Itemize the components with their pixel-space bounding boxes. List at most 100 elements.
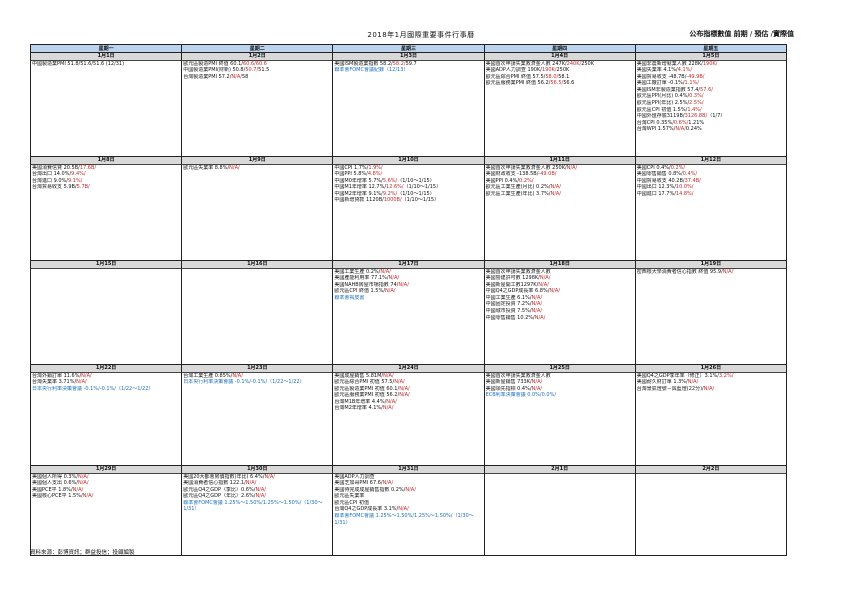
event-prior-value: N/A/ xyxy=(77,473,89,480)
event-line: 中國Q4之GDP成長率 6.8%/N/A/ xyxy=(485,288,634,295)
event-text: 中國M2年增率 9.1%/ xyxy=(334,190,383,197)
event-line: 歐元區服務業PMI 終值 56.2/56.5/56.6 xyxy=(485,80,634,87)
event-prior-value: N/A/ xyxy=(382,480,394,487)
event-prior-value: 0.4%/ xyxy=(682,171,698,178)
event-prior-value: 10.0%/ xyxy=(675,184,694,191)
day-box: 1月19日 密西根大學消費者信心指數 終值 95.9/N/A/ xyxy=(636,261,786,364)
event-line: 中國PPI 5.8%/4.8%/ xyxy=(334,171,483,178)
event-text: 美國Q4之GDP季年率（修正）3.1%/ xyxy=(636,372,719,379)
event-text: 歐元區綜合PMI 終值 57.5/ xyxy=(485,73,546,80)
event-prior-value: N/A/ xyxy=(384,288,396,295)
event-line: 歐元區工業生產(月比) 0.2%/N/A/ xyxy=(485,184,634,191)
day-date-label: 1月5日 xyxy=(636,53,786,61)
event-prior-value: N/A/ xyxy=(722,268,734,275)
event-prior-value: 1.1%/ xyxy=(684,80,699,87)
event-prior-value: 1000B/ xyxy=(383,197,402,204)
event-text: 台灣出口 14.0%/ xyxy=(32,171,72,178)
event-line: 美國消費信貸 20.5B/17.6B/ xyxy=(32,165,181,172)
event-line: 聯準會FOMC會議紀錄（12/13） xyxy=(334,67,483,74)
event-prior-value: 3.2%/ xyxy=(719,372,734,379)
event-text: 美國成屋銷售 5.81M/ xyxy=(334,372,384,379)
day-cell: 1月8日 美國消費信貸 20.5B/17.6B/台灣出口 14.0%/9.4%/台… xyxy=(29,156,183,261)
event-line: 美國首次申請失業救濟金人數 250K/N/A/ xyxy=(485,164,634,172)
event-line: 美國ISM製造業指數 58.2/58.2/59.7 xyxy=(334,61,483,68)
day-box: 1月11日 美國首次申請失業救濟金人數 250K/N/A/美國財政收支 -138.… xyxy=(485,157,635,260)
legend-prev: 前期 xyxy=(733,30,748,38)
event-line: 美國ISM非製造業指數 57.4/57.6/ xyxy=(636,87,785,94)
day-date-label: 1月1日 xyxy=(31,53,181,61)
event-text: 中國固定投資 7.2%/ xyxy=(485,301,532,308)
value-legend: 公布指標數值 前期 / 預估 /實際值 xyxy=(689,29,794,39)
event-text: 美國首次申請失業救濟金人數 xyxy=(485,372,551,379)
day-cell: 1月11日 美國首次申請失業救濟金人數 250K/N/A/美國財政收支 -138.… xyxy=(483,156,636,261)
event-text: 250K xyxy=(556,67,570,74)
event-text: 中國零售銷售 10.2%/ xyxy=(485,314,535,321)
event-line: 台灣Q4之GDP成長率 3.1%/N/A/ xyxy=(334,506,483,513)
event-text: 美國首次申請失業救濟金人數 247K/ xyxy=(485,60,567,67)
event-text: 美國首次申請失業救濟金人數 250K/ xyxy=(485,164,567,171)
event-prior-value: 240K/ xyxy=(566,60,582,67)
event-text: 中國城市投資 7.5%/ xyxy=(485,308,532,315)
day-cell: 1月3日 美國ISM製造業指數 58.2/58.2/59.7 聯準會FOMC會議紀錄… xyxy=(332,52,485,157)
event-line: 台灣M2年增率 4.1%/N/A/ xyxy=(334,405,483,412)
day-date-label: 1月9日 xyxy=(182,157,332,165)
event-prior-value: N/A/ xyxy=(245,480,257,487)
event-text: 中國出口 12.3%/ xyxy=(636,184,676,191)
event-text: 58.1 xyxy=(558,73,570,80)
event-line: 歐元區製造業PMI 初值 60.1/N/A/ xyxy=(334,385,483,393)
day-box: 1月2日 歐元區製造PMI 終值 60.1/60.6/60.6 中國製造業PMI(財… xyxy=(182,53,332,156)
event-prior-value: N/A/ xyxy=(388,275,400,282)
day-cell: 2月2日 xyxy=(634,465,788,556)
event-line: 中國出口 12.3%/10.0%/ xyxy=(636,184,785,191)
day-box: 1月5日 美國非農新增就業人數 228K/190K/美國失業率 4.1%/4.1%… xyxy=(636,53,786,156)
event-line: 中國CPI 1.7%/1.9%/ xyxy=(334,164,483,172)
day-date-label: 1月23日 xyxy=(182,365,332,373)
event-prior-value: N/A/ xyxy=(77,480,89,487)
event-text: 1.21% xyxy=(688,119,705,126)
day-cell: 1月16日 xyxy=(181,260,334,365)
event-line: 美國耐久財訂單 1.3%/N/A/ xyxy=(636,379,785,386)
event-text: 歐元區Q4之GDP（季比）0.6%/ xyxy=(183,486,256,493)
day-date-label: 1月16日 xyxy=(182,261,332,269)
day-date-label: 1月12日 xyxy=(636,157,786,165)
day-date-label: 1月17日 xyxy=(333,261,484,269)
event-text: 台灣CPI 0.35%/ xyxy=(636,119,674,126)
event-prior-value: N/A/ xyxy=(399,385,410,392)
event-text: 台灣失業率 3.71%/ xyxy=(32,379,77,386)
event-text: 歐元區服務業PMI 終值 56.2/ xyxy=(485,80,551,87)
event-line: 歐元區失業率 8.8%/N/A/ xyxy=(183,165,332,172)
event-prior-value: 56.5/ xyxy=(550,80,564,87)
day-cell: 1月1日 中國製造業PMI 51.8/51.6/51.6 (12/31) xyxy=(29,52,183,157)
event-text: 歐元區PPI(年比) 2.5%/ xyxy=(636,100,690,107)
week-row: 1月15日 1月16日 1月17日 美國工業生產 0.2%/N/A/美國產能利用率 7… xyxy=(29,260,788,365)
day-box: 1月9日 歐元區失業率 8.8%/N/A/ xyxy=(182,157,332,260)
day-cell: 1月18日 美國首次申請失業救濟金人數 美國營建許可數 1298K/N/A/美國新屋… xyxy=(483,260,636,365)
event-text: 台灣Q4之GDP成長率 3.1%/ xyxy=(334,506,399,513)
source-note: 資料來源：彭博資訊；群益投信；投顧編製 xyxy=(30,550,135,556)
day-cell: 1月25日 美國首次申請失業救濟金人數 美國新屋銷售 733K/N/A/美國領先指標… xyxy=(483,364,636,466)
event-text: 歐元區製造PMI 終值 60.1/ xyxy=(183,60,243,67)
day-cell: 1月30日 美國20大都會房價指數(年比) 6.4%/N/A/美國消費者信心指數 … xyxy=(181,465,334,556)
event-text: 歐元區CPI 初值 1.5%/ xyxy=(636,106,688,113)
event-line: 美國ADP人力調查 xyxy=(334,474,483,481)
day-date-label: 1月25日 xyxy=(485,365,635,373)
day-box: 1月29日 美國個人所得 0.3%/N/A/美國個人支出 0.6%/N/A/美國P… xyxy=(31,466,181,555)
event-text: 台灣M1B年增率 4.4%/ xyxy=(334,398,387,405)
event-line: 台灣出口 14.0%/9.4%/ xyxy=(32,171,181,178)
event-line: 美國新屋銷售 733K/N/A/ xyxy=(485,379,634,386)
event-text: 密西根大學消費者信心指數 終值 95.9/ xyxy=(636,268,723,275)
event-text: 中國外匯存底3119B/ xyxy=(636,113,685,120)
event-line: 美國CPI 0.4%/0.2%/ xyxy=(636,165,785,172)
day-box: 1月31日 美國ADP人力調查 美國芝加哥PMI 67.6/N/A/美國待完成成屋銷… xyxy=(333,466,484,555)
event-prior-value: 1.9%/ xyxy=(368,164,383,171)
day-box: 1月10日 中國CPI 1.7%/1.9%/中國PPI 5.8%/4.8%/中國M… xyxy=(333,157,484,260)
event-prior-value: N/A/ xyxy=(398,506,409,513)
event-prior-value: 5.7B/ xyxy=(76,184,90,191)
event-text: （1/7） xyxy=(707,113,726,120)
day-box: 1月25日 美國首次申請失業救濟金人數 美國新屋銷售 733K/N/A/美國領先指標… xyxy=(485,365,635,465)
event-prior-value: N/A/ xyxy=(255,493,266,500)
day-date-label: 1月22日 xyxy=(31,365,181,373)
event-prior-value: 12.6%/ xyxy=(386,184,404,191)
event-prior-value: 60.6/60.6 xyxy=(243,60,267,67)
event-text: 中國製造業PMI(財新) 50.8/ xyxy=(183,67,246,74)
